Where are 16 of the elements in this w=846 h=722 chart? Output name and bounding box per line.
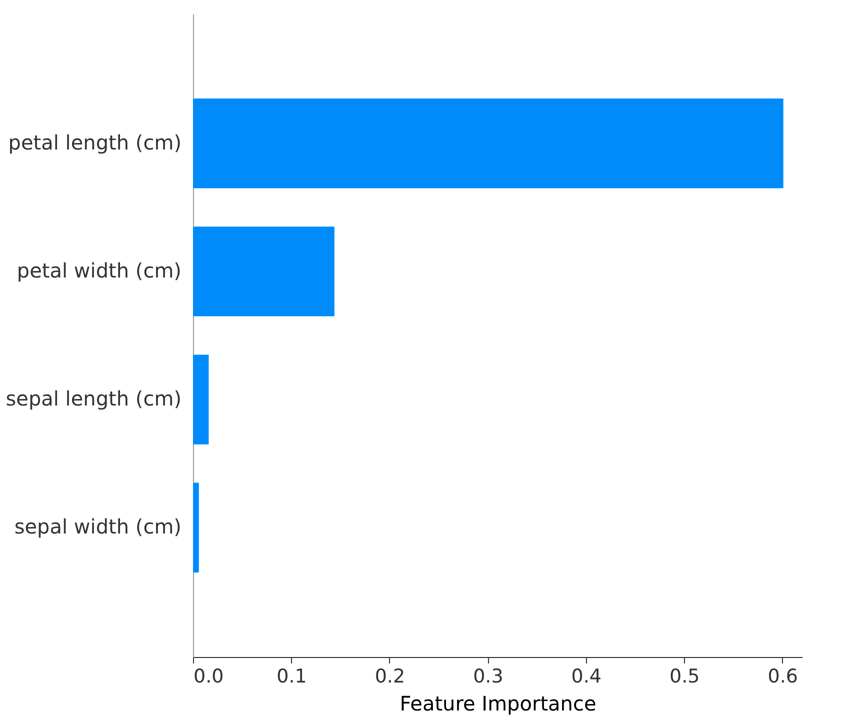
bar <box>193 354 209 444</box>
y-tick-label: sepal length (cm) <box>6 386 182 411</box>
x-tick-label: 0.4 <box>571 666 602 688</box>
x-axis-title: Feature Importance <box>400 692 596 716</box>
x-tick-label: 0.5 <box>670 666 700 688</box>
bar <box>193 482 199 572</box>
x-tick-label: 0.1 <box>276 666 307 688</box>
bar <box>193 226 334 316</box>
bar <box>193 98 784 188</box>
x-tick-label: 0.6 <box>768 666 798 688</box>
x-tick-label: 0.0 <box>194 666 224 688</box>
x-tick-label: 0.3 <box>473 666 504 688</box>
y-tick-label: sepal width (cm) <box>14 514 182 539</box>
y-tick-label: petal length (cm) <box>8 130 182 154</box>
y-tick-label: petal width (cm) <box>16 258 182 282</box>
x-tick-label: 0.2 <box>374 666 406 688</box>
